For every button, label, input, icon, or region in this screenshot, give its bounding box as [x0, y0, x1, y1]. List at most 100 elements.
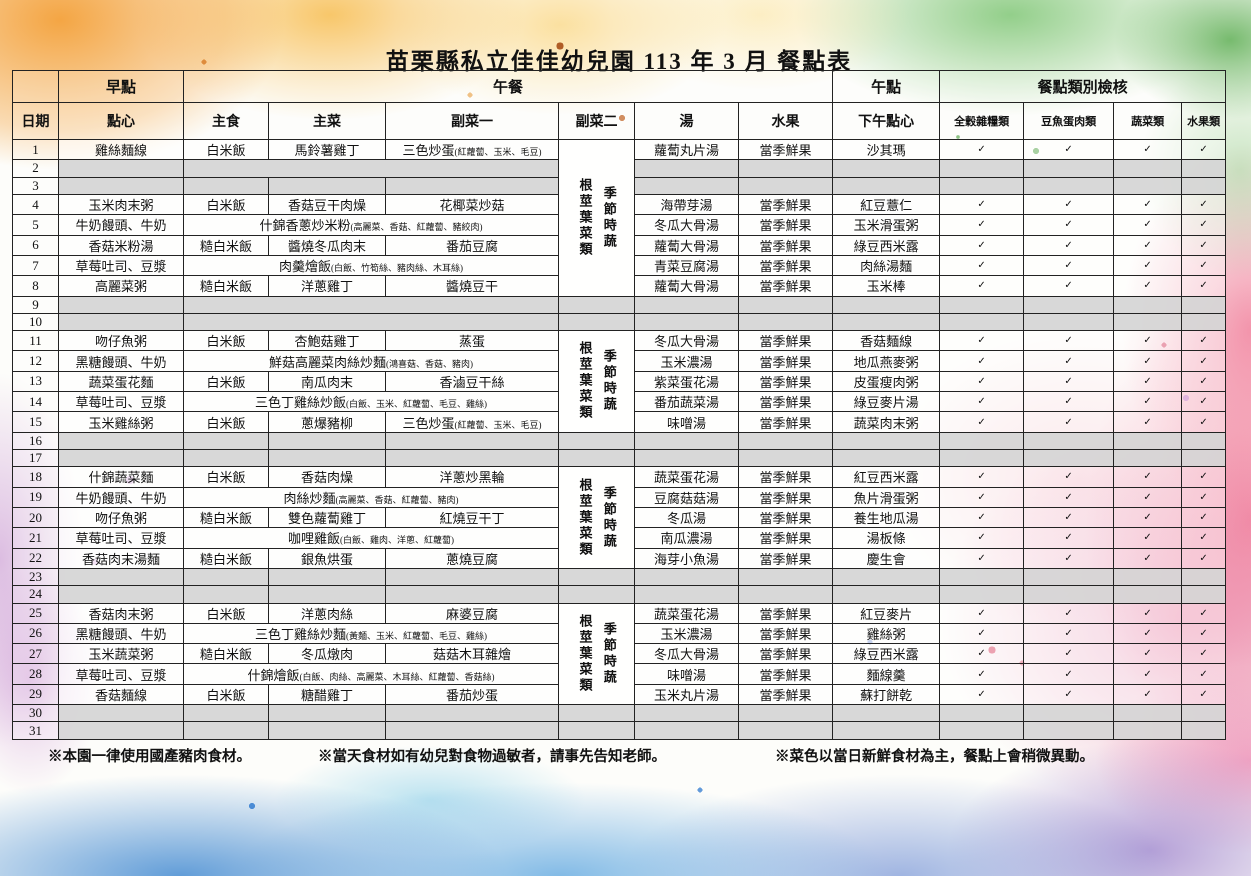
check-cell-0: ✓	[939, 663, 1025, 685]
fruit-cell: 當季鮮果	[737, 214, 834, 236]
date-cell: 4	[12, 193, 59, 216]
col-header-6: 湯	[634, 102, 739, 140]
main-dish-cell	[268, 704, 386, 723]
date-cell: 3	[12, 176, 59, 195]
check-cell-0: ✓	[939, 254, 1025, 277]
group-header-0	[12, 70, 59, 103]
fruit-cell	[737, 176, 834, 195]
pm-snack-cell	[832, 176, 941, 195]
check-cell-2	[1113, 721, 1183, 740]
soup-cell: 蔬菜蛋花湯	[634, 602, 739, 624]
check-cell-0: ✓	[939, 275, 1025, 297]
col-header-11: 蔬菜類	[1113, 102, 1183, 140]
fruit-cell: 當季鮮果	[737, 275, 834, 297]
check-cell-1	[1023, 176, 1115, 195]
col-header-2: 主食	[183, 102, 269, 140]
day-row-12: 12 黑糖饅頭、牛奶 鮮菇高麗菜肉絲炒麵(鴻喜菇、香菇、豬肉) 玉米濃湯 當季鮮果 地瓜燕…	[12, 350, 1227, 372]
check-cell-3: ✓	[1181, 622, 1227, 645]
check-cell-2	[1113, 312, 1183, 332]
check-cell-2: ✓	[1113, 527, 1183, 549]
fruit-cell: 當季鮮果	[737, 234, 834, 256]
side-dish2-cell	[558, 585, 635, 604]
check-cell-2	[1113, 704, 1183, 723]
staple-cell: 糙白米飯	[183, 275, 269, 297]
main-dish-cell	[268, 585, 386, 604]
side-dish2-cell	[558, 312, 635, 332]
check-cell-2: ✓	[1113, 350, 1183, 372]
fruit-cell	[737, 721, 834, 740]
check-cell-3: ✓	[1181, 330, 1227, 352]
check-cell-3	[1181, 312, 1227, 332]
pm-snack-cell: 雞絲粥	[832, 622, 941, 645]
am-snack-cell: 香菇米粉湯	[58, 234, 184, 256]
fruit-cell: 當季鮮果	[737, 663, 834, 685]
side-dish2-vertical-text-0: 根莖葉菜類	[577, 613, 593, 694]
check-cell-1: ✓	[1023, 411, 1115, 433]
soup-cell	[634, 295, 739, 314]
day-row-2: 2	[12, 159, 1227, 178]
day-row-10: 10	[12, 312, 1227, 332]
soup-cell: 冬瓜大骨湯	[634, 214, 739, 236]
main-dish-cell: 蔥爆豬柳	[268, 411, 386, 433]
soup-cell: 玉米丸片湯	[634, 683, 739, 706]
soup-cell	[634, 176, 739, 195]
check-cell-3	[1181, 704, 1227, 723]
check-cell-2: ✓	[1113, 193, 1183, 216]
check-cell-2: ✓	[1113, 214, 1183, 236]
side-dish2-vertical-text-1: 季節時蔬	[601, 621, 617, 686]
check-cell-3	[1181, 721, 1227, 740]
am-snack-cell: 草莓吐司、豆漿	[58, 254, 184, 277]
check-cell-2: ✓	[1113, 466, 1183, 488]
soup-cell: 味噌湯	[634, 411, 739, 433]
pm-snack-cell	[832, 295, 941, 314]
day-row-23: 23	[12, 567, 1227, 587]
staple-cell: 糙白米飯	[183, 506, 269, 529]
fruit-cell: 當季鮮果	[737, 506, 834, 529]
check-cell-1: ✓	[1023, 486, 1115, 508]
check-cell-0	[939, 176, 1025, 195]
fruit-cell: 當季鮮果	[737, 193, 834, 216]
pm-snack-cell	[832, 704, 941, 723]
page-title: 苗栗縣私立佳佳幼兒園 113 年 3 月 餐點表	[385, 49, 853, 74]
fruit-cell	[737, 449, 834, 468]
check-cell-2	[1113, 567, 1183, 587]
am-snack-cell: 黑糖饅頭、牛奶	[58, 622, 184, 645]
check-cell-3: ✓	[1181, 506, 1227, 529]
check-cell-3: ✓	[1181, 643, 1227, 665]
col-header-7: 水果	[737, 102, 834, 140]
pm-snack-cell: 湯板條	[832, 527, 941, 549]
staple-cell	[183, 721, 269, 740]
side-dish1-cell	[385, 176, 559, 195]
fruit-cell: 當季鮮果	[737, 527, 834, 549]
side-dish2-cell	[558, 567, 635, 587]
day-row-7: 7 草莓吐司、豆漿 肉羹燴飯(白飯、竹筍絲、豬肉絲、木耳絲) 青菜豆腐湯 當季鮮果 肉絲湯…	[12, 254, 1227, 277]
ingredient-detail: (白飯、玉米、紅蘿蔔、毛豆、雞絲)	[346, 399, 487, 410]
date-cell: 12	[12, 350, 59, 372]
check-cell-2: ✓	[1113, 643, 1183, 665]
soup-cell: 冬瓜湯	[634, 506, 739, 529]
side-dish2-cell	[558, 449, 635, 468]
main-dish-cell: 杏鮑菇雞丁	[268, 330, 386, 352]
side-dish1-cell: 香滷豆干絲	[385, 370, 559, 393]
check-cell-1	[1023, 312, 1115, 332]
check-cell-1	[1023, 449, 1115, 468]
staple-cell: 糙白米飯	[183, 234, 269, 256]
am-snack-cell: 高麗菜粥	[58, 275, 184, 297]
check-cell-1: ✓	[1023, 138, 1115, 161]
ingredient-detail: (黃麵、玉米、紅蘿蔔、毛豆、雞絲)	[346, 630, 487, 641]
side-dish2-vertical-text-1: 季節時蔬	[601, 349, 617, 414]
check-cell-2	[1113, 431, 1183, 451]
check-cell-2	[1113, 159, 1183, 178]
lunch-merged-cell: 三色丁雞絲炒麵(黃麵、玉米、紅蘿蔔、毛豆、雞絲)	[183, 622, 559, 645]
date-cell: 19	[12, 486, 59, 508]
check-cell-0: ✓	[939, 506, 1025, 529]
date-cell: 10	[12, 312, 59, 332]
lunch-merged-cell: 三色丁雞絲炒飯(白飯、玉米、紅蘿蔔、毛豆、雞絲)	[183, 391, 559, 413]
date-cell: 2	[12, 159, 59, 178]
main-dish-cell: 洋蔥雞丁	[268, 275, 386, 297]
col-header-12: 水果類	[1181, 102, 1227, 140]
soup-cell: 海芽小魚湯	[634, 547, 739, 569]
side-dish2-cell	[558, 704, 635, 723]
check-cell-1: ✓	[1023, 193, 1115, 216]
